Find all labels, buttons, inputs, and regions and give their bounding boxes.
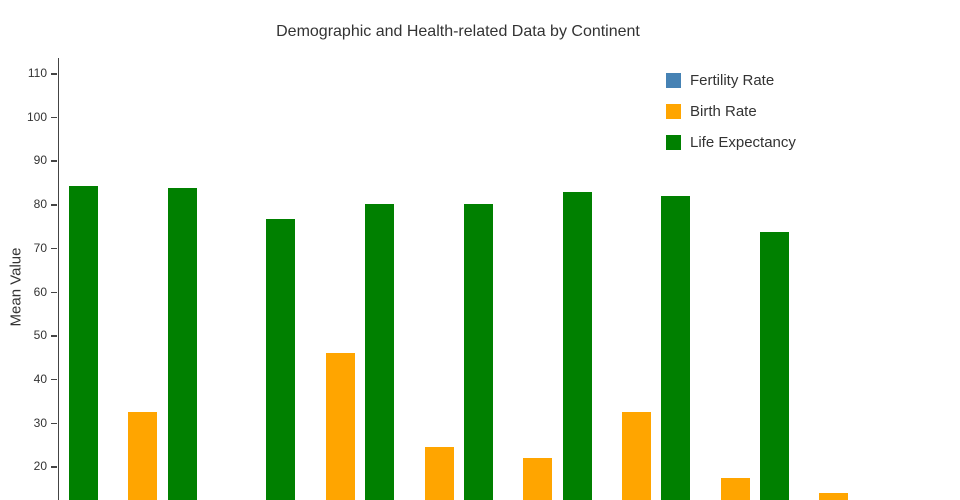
y-tick-mark: [51, 335, 57, 337]
legend-label-life-expectancy: Life Expectancy: [690, 134, 796, 151]
birth-rate-swatch: [666, 104, 681, 119]
y-tick-mark: [51, 73, 57, 75]
bar-life-expectancy-group-8: [759, 232, 789, 500]
plot-area: 110 100 90 80 70 60 50 40 30 20: [27, 58, 858, 500]
bar-life-expectancy-group-2: [167, 188, 197, 500]
legend-item-fertility-rate[interactable]: Fertility Rate: [666, 72, 796, 89]
y-tick-label: 40: [33, 371, 47, 386]
legend-label-birth-rate: Birth Rate: [690, 103, 757, 120]
bar-birth-rate-group-7: [720, 477, 750, 500]
bar-life-expectancy-group-4: [365, 203, 395, 500]
fertility-rate-swatch: [666, 73, 681, 88]
bar-birth-rate-group-1: [128, 412, 158, 500]
bar-life-expectancy-group-5: [463, 204, 493, 500]
y-tick-label: 90: [33, 153, 47, 168]
y-tick-label: 50: [33, 328, 47, 343]
y-tick-mark: [51, 204, 57, 206]
y-tick-label: 60: [33, 284, 47, 299]
y-tick-mark: [51, 247, 57, 250]
y-tick-label: 100: [26, 109, 47, 124]
bar-life-expectancy-group-6: [562, 192, 592, 500]
bar-birth-rate-group-3: [325, 352, 355, 500]
y-tick-mark: [51, 291, 57, 293]
legend: Fertility Rate Birth Rate Life Expectanc…: [666, 72, 796, 165]
bar-life-expectancy-group-3: [266, 218, 296, 500]
y-tick-label: 20: [33, 459, 47, 474]
bar-life-expectancy-group-1: [69, 185, 98, 500]
y-tick-label: 110: [27, 66, 47, 80]
legend-item-birth-rate[interactable]: Birth Rate: [666, 103, 796, 120]
y-tick-mark: [51, 160, 57, 162]
legend-label-fertility-rate: Fertility Rate: [690, 72, 775, 89]
legend-item-life-expectancy[interactable]: Life Expectancy: [666, 134, 796, 151]
y-tick-label: 80: [33, 197, 47, 212]
y-tick-mark: [51, 116, 57, 119]
bar-birth-rate-group-8: [819, 492, 849, 500]
y-tick-label: 70: [33, 240, 47, 255]
y-tick-mark: [51, 378, 57, 381]
y-tick-mark: [51, 466, 57, 468]
bar-birth-rate-group-5: [523, 457, 553, 500]
bar-birth-rate-group-6: [621, 412, 651, 500]
y-tick-label: 30: [33, 415, 47, 430]
chart-title: Demographic and Health-related Data by C…: [276, 23, 640, 40]
y-tick-mark: [51, 422, 57, 425]
bar-life-expectancy-group-7: [661, 195, 691, 500]
bar-birth-rate-group-4: [424, 446, 454, 500]
life-expectancy-swatch: [666, 135, 681, 150]
